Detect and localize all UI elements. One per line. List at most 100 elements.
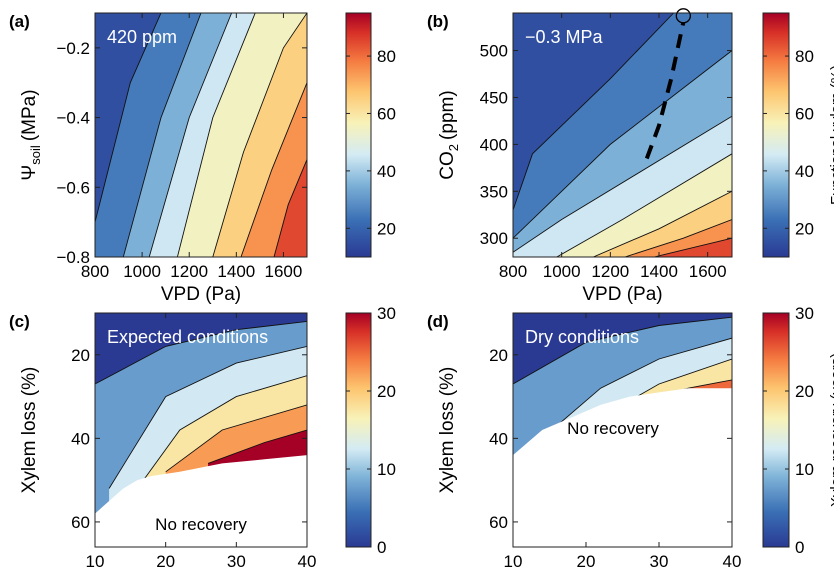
circle-marker — [675, 8, 691, 24]
panel-annotation: Dry conditions — [525, 327, 639, 347]
contour-line-50 — [176, 13, 256, 257]
x-axis-label: VPD (Pa) — [161, 284, 241, 305]
x-tick-label: 1200 — [170, 262, 208, 281]
y-tick-label: 60 — [71, 513, 90, 532]
y-tick-label: 500 — [480, 42, 508, 61]
no-recovery-label: No recovery — [155, 515, 247, 534]
contour-line-25 — [207, 429, 307, 464]
contour-line-50 — [556, 153, 732, 257]
contour-line-20 — [165, 404, 307, 473]
y-axis-label-main: CO — [437, 151, 458, 180]
panel-annotation: −0.3 MPa — [525, 27, 604, 47]
colorbar-gradient — [762, 12, 790, 258]
colorbar: 20 40 60 80 — [345, 12, 396, 258]
contour-line-80 — [273, 159, 307, 257]
colorbar-tick-label: 10 — [377, 460, 396, 479]
x-tick-label: 1200 — [591, 262, 629, 281]
panel-label: (c) — [9, 312, 30, 331]
colorbar-tick-label: 80 — [377, 47, 396, 66]
y-tick-label: −0.2 — [56, 39, 90, 58]
y-tick-label: −0.8 — [56, 248, 90, 267]
y-tick-label: 60 — [489, 513, 508, 532]
colorbar-tick-label: 40 — [377, 162, 396, 181]
panel-b: 800 1000 1200 1400 1600 300 350 400 450 500 VPD (P… — [427, 8, 834, 305]
contour-line-10 — [541, 337, 732, 439]
colorbar-tick-label: 10 — [795, 460, 814, 479]
x-axis-label: VPD (Pa) — [582, 284, 662, 305]
no-recovery-region — [513, 388, 732, 547]
colorbar-tick-label: 0 — [795, 538, 804, 557]
contour-line-20 — [95, 13, 162, 223]
contour-line-40 — [148, 13, 233, 257]
y-tick-label: 450 — [480, 88, 508, 107]
contour-line-20 — [513, 13, 674, 211]
y-axis-label: Xylem loss (%) — [437, 367, 458, 494]
colorbar-gradient — [762, 312, 790, 548]
no-recovery-region — [95, 455, 307, 547]
panel-a: 800 1000 1200 1400 1600 −0.2 −0.4 −0.6 −0.8 VPD (… — [9, 12, 396, 305]
colorbar-label: Xylem recovery (years) — [828, 353, 834, 507]
x-tick-label: 20 — [156, 552, 175, 571]
colorbar-gradient — [345, 312, 372, 548]
x-tick-label: 10 — [504, 552, 523, 571]
x-tick-label: 1000 — [543, 262, 581, 281]
panel-annotation: 420 ppm — [107, 27, 177, 47]
y-tick-label: 40 — [71, 429, 90, 448]
x-tick-label: 40 — [723, 552, 742, 571]
colorbar: 0 10 20 30 — [345, 304, 396, 557]
x-tick-label: 1400 — [217, 262, 255, 281]
colorbar-tick-label: 20 — [795, 219, 814, 238]
y-axis-label: CO2 (ppm) — [437, 90, 461, 179]
panel-d: 10203040204060dbh (cm)Xylem loss (%)(d)D… — [427, 304, 834, 575]
colorbar: 20 40 60 80 Functional xylem (%) — [762, 12, 834, 258]
colorbar-tick-label: 60 — [795, 104, 814, 123]
x-tick-label: 30 — [227, 552, 246, 571]
panel-label: (b) — [427, 12, 449, 31]
colorbar-tick-label: 20 — [377, 382, 396, 401]
x-tick-label: 10 — [86, 552, 105, 571]
contour-line-40 — [513, 115, 732, 253]
x-tick-label: 1000 — [123, 262, 161, 281]
contour-line-5 — [513, 316, 732, 385]
plot-frame — [512, 312, 733, 548]
contour-area — [513, 13, 732, 257]
contour-line-30 — [513, 50, 732, 239]
panel-label: (d) — [427, 312, 449, 331]
y-tick-label: 20 — [489, 346, 508, 365]
contour-line-60 — [593, 190, 732, 257]
contour-line-10 — [108, 345, 307, 489]
contour-line-70 — [624, 219, 732, 257]
colorbar-tick-label: 30 — [795, 304, 814, 323]
plot-frame — [94, 12, 308, 258]
y-tick-label: −0.4 — [56, 109, 90, 128]
x-tick-label: 1600 — [689, 262, 727, 281]
y-tick-label: 400 — [480, 135, 508, 154]
y-axis-label-main: Ψ — [19, 165, 40, 181]
y-axis-label-unit: (MPa) — [19, 89, 40, 141]
colorbar: 0 10 20 30 Xylem recovery (years) — [762, 304, 834, 557]
y-axis-label: Ψsoil (MPa) — [19, 89, 43, 180]
plot-frame — [512, 12, 733, 258]
y-axis-label: Xylem loss (%) — [19, 367, 40, 494]
y-tick-label: 20 — [71, 346, 90, 365]
x-tick-label: 30 — [650, 552, 669, 571]
y-tick-label: 40 — [489, 429, 508, 448]
colorbar-tick-label: 40 — [795, 162, 814, 181]
contour-line-15 — [137, 375, 307, 489]
colorbar-tick-label: 60 — [377, 104, 396, 123]
colorbar-tick-label: 30 — [377, 304, 396, 323]
contour-band-80 — [274, 159, 307, 257]
x-tick-label: 800 — [81, 262, 109, 281]
contour-line-70 — [240, 82, 307, 257]
contour-line-80 — [653, 237, 732, 257]
contour-line-30 — [122, 13, 202, 257]
panel-annotation: Expected conditions — [107, 327, 268, 347]
plot-frame — [94, 312, 308, 548]
x-tick-label: 1400 — [640, 262, 678, 281]
y-tick-label: 350 — [480, 182, 508, 201]
contour-area — [95, 313, 307, 547]
contour-line-60 — [212, 13, 307, 257]
panel-label: (a) — [9, 12, 30, 31]
no-recovery-label: No recovery — [567, 419, 659, 438]
y-axis-label-unit: (ppm) — [437, 90, 458, 140]
